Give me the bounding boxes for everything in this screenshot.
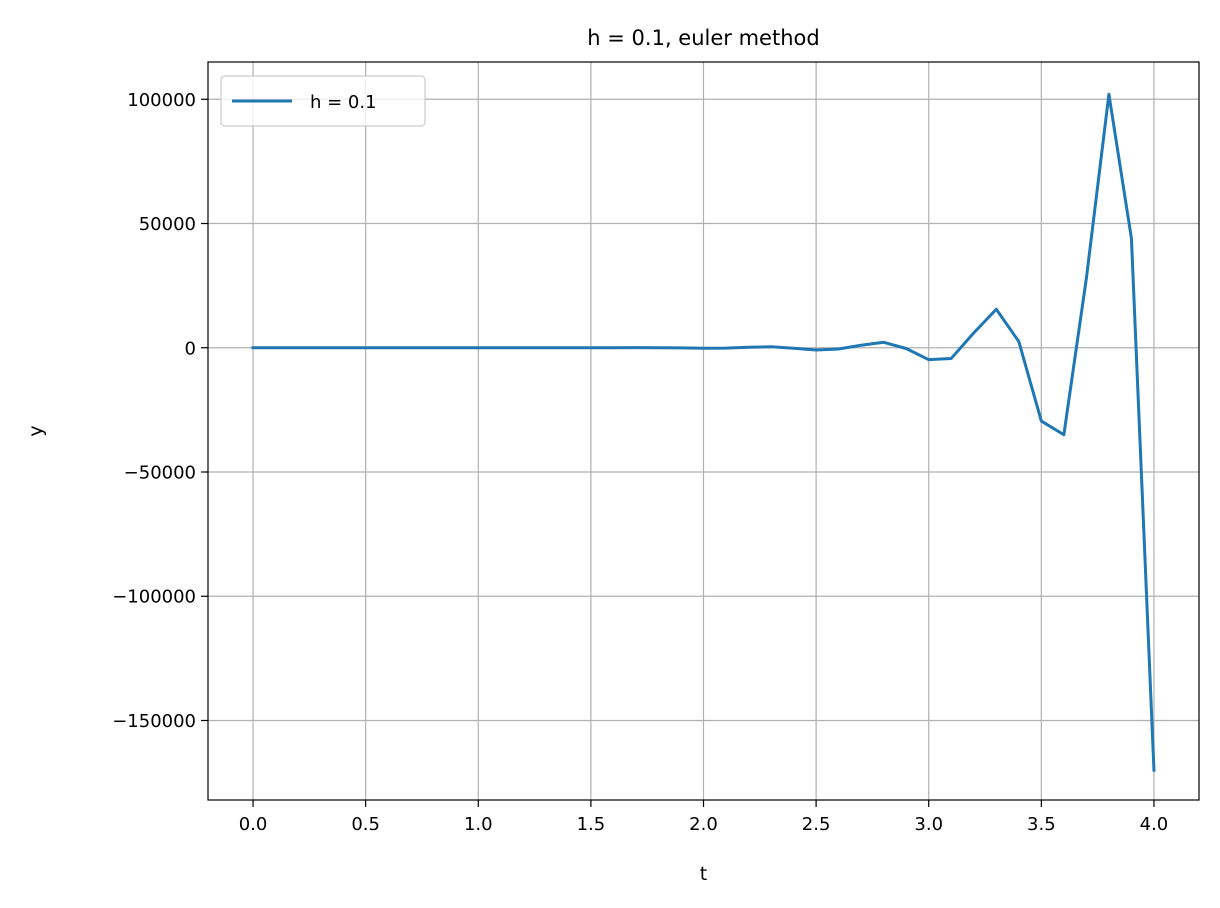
y-axis-ticks: 100000 50000 0 −50000 −100000 −150000 — [112, 90, 208, 732]
legend: h = 0.1 — [220, 75, 426, 127]
y-tick-label: 100000 — [127, 90, 196, 111]
x-axis-ticks: 0.0 0.5 1.0 1.5 2.0 2.5 3.0 3.5 4.0 — [239, 800, 1169, 835]
y-tick-label: 50000 — [139, 214, 196, 235]
x-tick-label: 1.0 — [464, 814, 493, 835]
x-tick-label: 4.0 — [1140, 814, 1169, 835]
series-layer — [251, 92, 1156, 772]
x-tick-label: 1.5 — [577, 814, 606, 835]
x-tick-label: 0.0 — [239, 814, 268, 835]
x-tick-label: 3.0 — [914, 814, 943, 835]
y-tick-label: 0 — [185, 338, 196, 359]
x-axis-label: t — [700, 863, 707, 885]
x-tick-label: 0.5 — [351, 814, 380, 835]
y-tick-label: −50000 — [124, 463, 196, 484]
x-tick-label: 2.0 — [689, 814, 718, 835]
x-tick-label: 3.5 — [1027, 814, 1056, 835]
y-tick-label: −150000 — [112, 711, 196, 732]
chart-title: h = 0.1, euler method — [587, 26, 819, 50]
y-tick-label: −100000 — [112, 587, 196, 608]
y-axis-label: y — [25, 425, 47, 436]
legend-entry-label: h = 0.1 — [310, 92, 377, 113]
series-line — [251, 92, 1156, 772]
legend-box — [220, 75, 426, 127]
x-tick-label: 2.5 — [802, 814, 831, 835]
